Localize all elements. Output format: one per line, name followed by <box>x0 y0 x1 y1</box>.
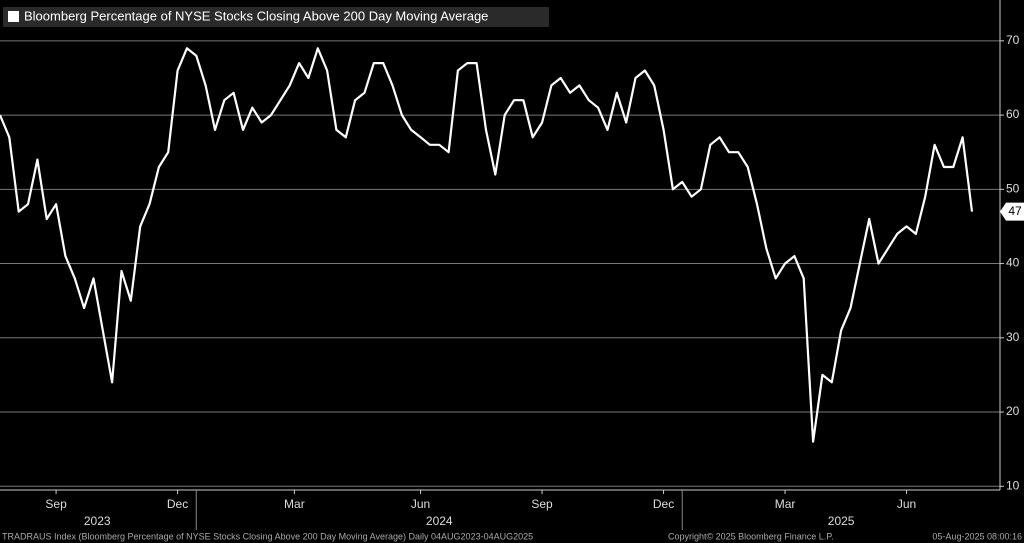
footer-right: 05-Aug-2025 08:00:16 <box>932 531 1022 541</box>
year-label: 2024 <box>426 514 453 528</box>
footer-left: TRADRAUS Index (Bloomberg Percentage of … <box>2 531 533 541</box>
last-value-label: 47 <box>1008 204 1022 218</box>
x-tick-label: Dec <box>167 497 188 511</box>
y-tick-label: 60 <box>1006 107 1020 121</box>
last-value-tag <box>1000 202 1024 221</box>
y-tick-label: 40 <box>1006 256 1020 270</box>
y-tick-label: 10 <box>1006 478 1020 492</box>
x-tick-label: Sep <box>45 497 67 511</box>
legend-swatch <box>8 11 19 22</box>
x-tick-label: Dec <box>653 497 674 511</box>
x-tick-label: Jun <box>411 497 430 511</box>
footer-mid: Copyright© 2025 Bloomberg Finance L.P. <box>668 531 834 541</box>
y-tick-label: 50 <box>1006 181 1020 195</box>
data-line <box>0 47 974 443</box>
y-tick-label: 20 <box>1006 404 1020 418</box>
x-tick-label: Sep <box>531 497 553 511</box>
year-label: 2025 <box>828 514 855 528</box>
x-tick-label: Jun <box>897 497 916 511</box>
title-box <box>3 7 549 27</box>
year-label: 2023 <box>84 514 111 528</box>
y-tick-label: 30 <box>1006 330 1020 344</box>
x-tick-label: Mar <box>284 497 305 511</box>
chart-title: Bloomberg Percentage of NYSE Stocks Clos… <box>24 8 488 23</box>
y-tick-label: 70 <box>1006 33 1020 47</box>
x-tick-label: Mar <box>775 497 796 511</box>
